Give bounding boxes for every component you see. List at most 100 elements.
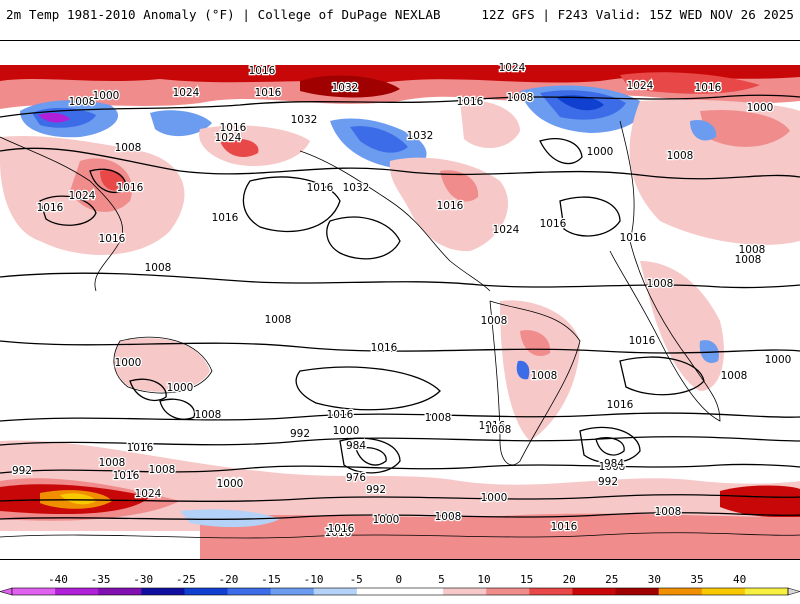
pressure-label: 1008 xyxy=(599,461,626,473)
east-asia-cold xyxy=(150,110,212,137)
canada-cold-core xyxy=(350,126,408,153)
pressure-label: 1016 xyxy=(629,335,656,347)
legend-tick-label: 0 xyxy=(395,573,402,586)
pressure-label: 1016 xyxy=(117,182,144,194)
model-run-info: 12Z GFS | F243 Valid: 15Z WED NOV 26 202… xyxy=(481,7,794,22)
legend-tick-label: 15 xyxy=(520,573,533,586)
pressure-label: 1000 xyxy=(481,492,508,504)
pressure-label: 1016 xyxy=(695,82,722,94)
europe-warm xyxy=(460,100,520,149)
coast-south-america xyxy=(489,300,581,466)
isobars xyxy=(0,94,800,520)
legend-arrow-right xyxy=(787,587,800,596)
southern-ocean-warm-band xyxy=(0,440,800,531)
isobar-low-south-atlantic xyxy=(339,437,401,474)
legend-swatch xyxy=(486,588,530,595)
pressure-label: 984 xyxy=(346,440,366,452)
pressure-label: 1016 xyxy=(220,122,247,134)
isobar-siberia-high xyxy=(39,195,97,226)
legend-tick-label: -10 xyxy=(304,573,324,586)
pressure-label: 1008 xyxy=(425,412,452,424)
coastlines xyxy=(0,120,800,539)
pressure-label: 1000 xyxy=(765,354,792,366)
pressure-label: 1024 xyxy=(499,62,526,74)
pressure-label: 1032 xyxy=(332,82,359,94)
legend-tick-label: 20 xyxy=(563,573,576,586)
antarctic-warm-east xyxy=(720,485,800,518)
isobar-south-pacific-high xyxy=(295,366,441,411)
pressure-label: 1016 xyxy=(540,218,567,230)
pressure-label: 1000 xyxy=(115,357,142,369)
legend-swatch xyxy=(572,588,617,595)
legend-swatch xyxy=(529,588,573,595)
legend-tick-label: -25 xyxy=(176,573,196,586)
legend-tick-label: 35 xyxy=(690,573,703,586)
isobar-antarctic-1008 xyxy=(0,494,800,502)
isobar-south-indian-high xyxy=(619,356,705,396)
pressure-label: 992 xyxy=(598,476,618,488)
pressure-label: 1016 xyxy=(307,182,334,194)
coast-europe-africa xyxy=(609,120,721,422)
isobar-sh-1000 xyxy=(0,436,800,446)
isobar-east-asia-low xyxy=(89,168,127,194)
legend-swatch xyxy=(615,588,660,595)
legend-tick-label: -20 xyxy=(218,573,238,586)
pressure-label: 1016 xyxy=(457,96,484,108)
pressure-label: 1000 xyxy=(747,102,774,114)
legend-tick-label: 5 xyxy=(438,573,445,586)
arctic-warm-patch-b xyxy=(620,72,760,94)
pressure-label: 1008 xyxy=(667,150,694,162)
pressure-label: 992 xyxy=(366,484,386,496)
arctic-strong-warm xyxy=(0,65,800,83)
legend-swatch xyxy=(227,588,272,595)
pressure-label: 984 xyxy=(604,458,624,470)
legend-tick-label: 10 xyxy=(477,573,490,586)
eastern-us-warm xyxy=(440,170,479,202)
legend-swatch xyxy=(12,588,56,595)
anomaly-shading xyxy=(0,65,800,559)
pressure-label: 976 xyxy=(346,472,366,484)
isobar-nh-1008 xyxy=(0,272,800,289)
isobar-antarctic-1016 xyxy=(0,512,800,520)
isobar-low-south-indian-inner xyxy=(595,437,625,456)
legend-tick-label: 40 xyxy=(733,573,746,586)
legend-tick-label: -15 xyxy=(261,573,281,586)
legend-swatch xyxy=(744,588,789,595)
pressure-label: 1024 xyxy=(627,80,654,92)
coast-asia xyxy=(0,136,123,292)
antarctica-cold-patch xyxy=(180,509,280,528)
west-asia-warm-core xyxy=(700,109,790,147)
isobar-nh-1016 xyxy=(0,147,800,180)
pressure-label: 1000 xyxy=(333,425,360,437)
pressure-label: 1000 xyxy=(587,146,614,158)
pressure-label: 1024 xyxy=(493,224,520,236)
pressure-label: 1016 xyxy=(479,420,506,432)
legend-colorbar xyxy=(0,587,800,596)
legend-swatch xyxy=(701,588,746,595)
legend-swatch xyxy=(184,588,229,595)
alaska-warm-core xyxy=(220,138,259,157)
pressure-label: 1008 xyxy=(115,142,142,154)
legend-swatch xyxy=(356,588,401,595)
pressure-label: 1016 xyxy=(551,521,578,533)
pressure-label: 1008 xyxy=(647,278,674,290)
isobar-pacific-high-west xyxy=(242,176,341,233)
legend-tick-labels: -40 -35 -30 -25 -20 -15 -10 -5 0 5 10 15 20 25 30 35 40 xyxy=(48,573,746,586)
scandinavia-cold-max xyxy=(556,95,604,111)
south-america-mild xyxy=(500,300,580,441)
legend-swatch xyxy=(313,588,358,595)
pressure-label: 1032 xyxy=(407,130,434,142)
isobar-bermuda-high xyxy=(559,196,621,237)
pressure-labels: 1016 1024 1032 1024 1016 1008 1000 1016 1032 1024… xyxy=(11,61,793,541)
pressure-label: 1008 xyxy=(481,315,508,327)
australia-mild xyxy=(114,338,210,392)
pressure-label: 1000 xyxy=(217,477,244,489)
pressure-label: 1016 xyxy=(327,409,354,421)
pressure-label: 1008 xyxy=(265,314,292,326)
legend-tick-label: -30 xyxy=(133,573,153,586)
isobar-sh-1008 xyxy=(0,412,800,422)
coast-antarctica xyxy=(0,532,800,539)
legend-swatch xyxy=(443,588,487,595)
legend-arrow-left xyxy=(0,587,13,596)
pressure-label: 1016 xyxy=(607,399,634,411)
